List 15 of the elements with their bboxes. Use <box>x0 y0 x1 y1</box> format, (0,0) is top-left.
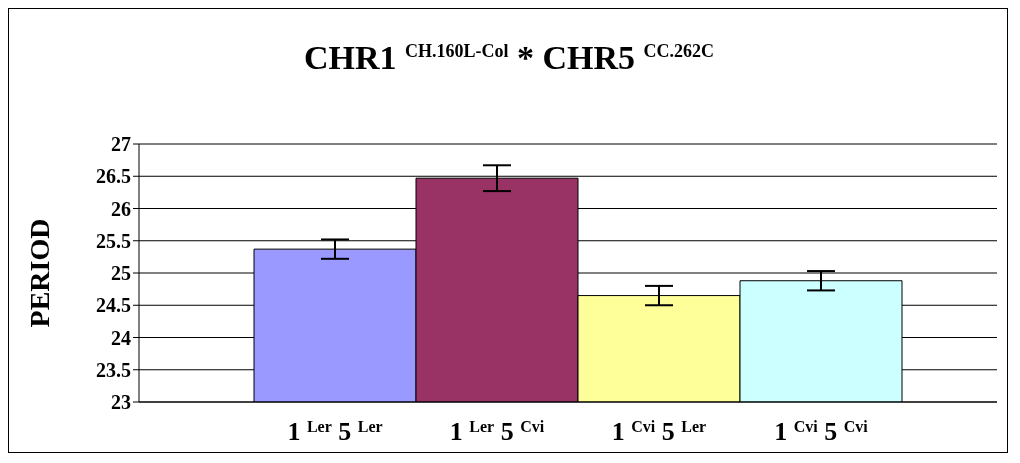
x-tick-label: 1 $^{Ler}$ 5 $^{Cvi}$ <box>449 417 545 446</box>
y-axis-title: PERIOD <box>23 218 55 328</box>
y-tick-label: 25.5 <box>96 229 131 252</box>
y-tick-label: 24 <box>111 326 131 349</box>
x-tick-label: 1 $^{Cvi}$ 5 $^{Ler}$ <box>611 417 707 446</box>
y-tick-label: 23 <box>111 391 131 414</box>
y-tick-label: 27 <box>111 133 131 156</box>
x-tick-label: 1 $^{Ler}$ 5 $^{Ler}$ <box>287 417 383 446</box>
y-tick-label: 25 <box>111 262 131 285</box>
y-tick-label: 26.5 <box>96 165 131 188</box>
y-tick-label: 24.5 <box>96 294 131 317</box>
y-tick-label: 26 <box>111 197 131 220</box>
x-tick-label: 1 $^{Cvi}$ 5 $^{Cvi}$ <box>774 417 869 446</box>
chart-title: CHR1 $^{CH.160L-Col}$ * CHR5 $^{CC.262C}$ <box>302 39 716 77</box>
y-tick-label: 23.5 <box>96 358 131 381</box>
